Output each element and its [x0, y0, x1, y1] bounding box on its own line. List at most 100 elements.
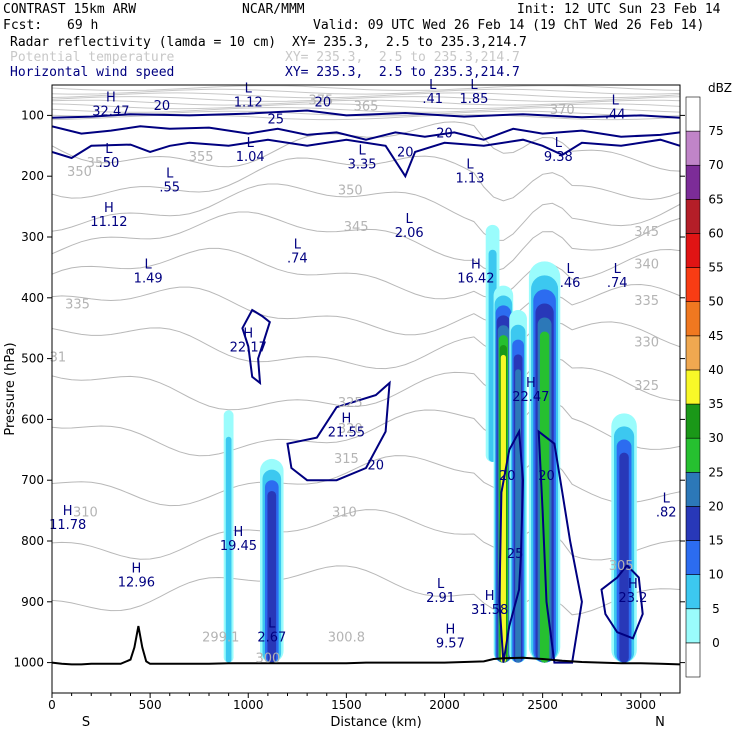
- theta-contour: [52, 99, 680, 106]
- extremum-value: 12.96: [118, 576, 155, 591]
- colorbar-bin: [685, 233, 701, 268]
- header-model: CONTRAST 15km ARW: [3, 2, 137, 17]
- wind-contours: [52, 109, 680, 664]
- colorbar-label: 10: [708, 568, 723, 582]
- extremum-type: H: [63, 504, 73, 519]
- extremum-value: 2.91: [426, 591, 455, 606]
- colorbar-label: 55: [708, 261, 723, 275]
- colorbar-bin: [685, 608, 701, 644]
- theta-contour: [52, 400, 680, 457]
- colorbar-bin: [685, 96, 701, 132]
- field-theta-xy: XY= 235.3, 2.5 to 235.3,214.7: [285, 50, 520, 65]
- theta-label: 310: [332, 506, 357, 521]
- extremum-value: 16.42: [457, 272, 494, 287]
- theta-contour: [52, 121, 680, 172]
- theta-label: 330: [634, 335, 659, 350]
- colorbar-bin: [685, 267, 701, 303]
- colorbar-label: 70: [708, 158, 723, 172]
- extremum-type: H: [628, 577, 638, 592]
- extremum-type: L: [470, 78, 478, 93]
- extremum-value: 22.17: [230, 340, 267, 355]
- colorbar-bin: [685, 301, 701, 337]
- extremum-value: 3.35: [348, 157, 377, 172]
- theta-label: 350: [67, 165, 92, 180]
- reflectivity-contour: [267, 490, 277, 663]
- colorbar-bin: [685, 642, 701, 678]
- y-axis-label: Pressure (hPa): [3, 342, 18, 435]
- theta-label: 350: [338, 183, 363, 198]
- extremum-value: .46: [560, 276, 581, 291]
- y-tick-label: 300: [21, 230, 44, 244]
- reflectivity-contour: [619, 452, 629, 663]
- theta-label: 365: [354, 100, 379, 115]
- extremum-type: H: [445, 622, 455, 637]
- extremum-type: L: [566, 262, 574, 277]
- wind-label: 20: [368, 458, 385, 473]
- extremum-type: H: [243, 326, 253, 341]
- wind-label: 25: [507, 547, 524, 562]
- theta-upper-lines: [52, 85, 680, 121]
- extremum-type: L: [268, 616, 276, 631]
- extremum-type: H: [106, 90, 116, 105]
- reflectivity-contour: [225, 436, 232, 663]
- extremum-value: .55: [159, 180, 180, 195]
- wind-contour: [52, 138, 680, 179]
- extremum-type: H: [341, 411, 351, 426]
- theta-label: 31: [50, 351, 67, 366]
- wind-contour: [286, 380, 391, 482]
- theta-label: 340: [634, 258, 659, 273]
- colorbar-label: 50: [708, 295, 723, 309]
- extremum-value: 1.85: [459, 92, 488, 107]
- extremum-value: 31.58: [471, 603, 508, 618]
- y-tick-label: 700: [21, 473, 44, 487]
- header-valid: Valid: 09 UTC Wed 26 Feb 14 (19 ChT Wed …: [313, 18, 705, 33]
- extremum-value: 23.2: [618, 591, 647, 606]
- theta-label: 355: [87, 156, 112, 171]
- wind-label: 20: [397, 146, 414, 161]
- x-tick-label: 3000: [625, 698, 656, 712]
- extremum-value: 2.06: [395, 226, 424, 241]
- colorbar-unit: dBZ: [708, 81, 732, 95]
- header-fcst-label: Fcst:: [3, 18, 43, 33]
- extremum-value: .82: [656, 506, 677, 521]
- wind-contour: [498, 428, 525, 663]
- extremum-value: .41: [422, 92, 443, 107]
- extremum-type: L: [166, 166, 174, 181]
- x-end-label-north: N: [655, 715, 665, 730]
- x-tick-label: 500: [139, 698, 162, 712]
- plot-frame: [51, 84, 681, 694]
- extremum-type: L: [614, 262, 622, 277]
- theta-label: 325: [634, 379, 659, 394]
- theta-label: 345: [344, 220, 369, 235]
- wind-contour: [52, 125, 680, 141]
- extremum-value: 11.78: [49, 518, 86, 533]
- theta-contour: [52, 211, 680, 272]
- theta-label: 370: [550, 103, 575, 118]
- y-tick-label: 100: [21, 108, 44, 122]
- extremum-type: L: [358, 143, 366, 158]
- extremum-value: 1.04: [236, 150, 265, 165]
- wind-label: 20: [499, 469, 516, 484]
- theta-label: 335: [634, 294, 659, 309]
- wind-label: 25: [267, 112, 284, 127]
- theta-label: 375: [308, 93, 333, 108]
- wind-label: 20: [154, 99, 171, 114]
- theta-contour: [52, 455, 680, 507]
- colorbar-bin: [685, 574, 701, 610]
- field-wind-name: Horizontal wind speed: [10, 65, 175, 80]
- colorbar-label: 25: [708, 465, 723, 479]
- colorbar-bin: [685, 164, 701, 200]
- colorbar-label: 0: [712, 636, 720, 650]
- field-reflectivity-xy: XY= 235.3, 2.5 to 235.3,214.7: [292, 35, 527, 50]
- extremum-type: L: [429, 78, 437, 93]
- y-tick-label: 400: [21, 291, 44, 305]
- theta-contour: [52, 96, 680, 102]
- theta-contour: [52, 85, 680, 91]
- extremum-value: 1.49: [134, 272, 163, 287]
- header-fcst-value: 69 h: [67, 18, 99, 33]
- extremum-type: H: [104, 201, 114, 216]
- field-wind-xy: XY= 235.3, 2.5 to 235.3,214.7: [285, 65, 520, 80]
- colorbar-bin: [685, 199, 701, 234]
- extremum-value: 9.57: [436, 636, 465, 651]
- extremum-type: H: [485, 589, 495, 604]
